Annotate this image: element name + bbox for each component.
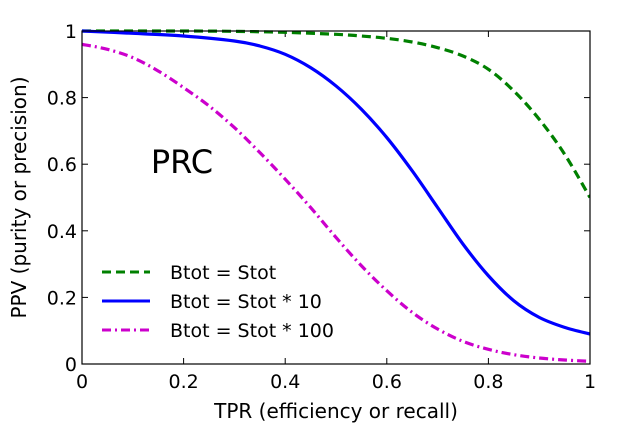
x-tick-label: 0.6 <box>372 371 402 393</box>
y-tick-label: 1 <box>65 21 77 43</box>
plot-frame <box>81 30 591 365</box>
series-layer <box>82 29 590 363</box>
legend: Btot = Stot Btot = Stot * 10 Btot = Stot… <box>102 262 334 342</box>
y-tick-label: 0 <box>65 354 77 376</box>
y-tick-label: 0.4 <box>47 221 77 243</box>
y-tick-label: 0.2 <box>47 287 77 309</box>
x-tick-label: 1 <box>584 371 596 393</box>
x-tick-label: 0.8 <box>473 371 503 393</box>
legend-label-btot-stot-100: Btot = Stot * 100 <box>170 320 334 342</box>
y-tick-label: 0.6 <box>47 154 77 176</box>
y-axis-label: PPV (purity or precision) <box>7 77 31 319</box>
chart-annotation: PRC <box>151 143 213 181</box>
legend-label-btot-stot: Btot = Stot <box>170 262 276 284</box>
x-axis-label: TPR (efficiency or recall) <box>213 399 458 423</box>
x-tick-label: 0 <box>76 371 88 393</box>
x-tick-label: 0.2 <box>168 371 198 393</box>
series-line-1 <box>82 29 590 336</box>
y-tick-label: 0.8 <box>47 88 77 110</box>
legend-label-btot-stot-10: Btot = Stot * 10 <box>170 291 322 313</box>
series-line-2 <box>82 42 590 363</box>
x-tick-label: 0.4 <box>270 371 300 393</box>
